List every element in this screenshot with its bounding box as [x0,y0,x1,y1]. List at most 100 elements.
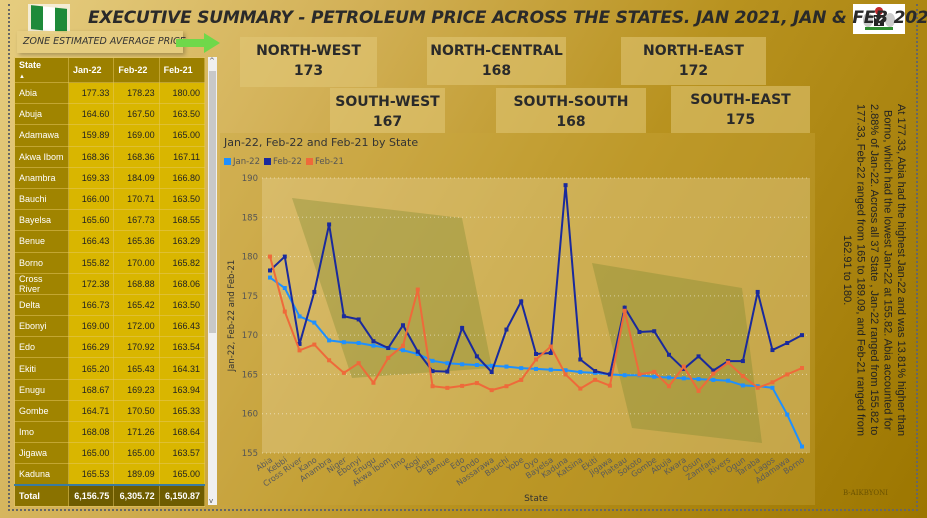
scroll-up-icon[interactable]: ^ [209,57,215,65]
data-point-jan22[interactable] [312,320,317,325]
data-point-feb21[interactable] [637,372,642,377]
data-point-feb22[interactable] [534,352,538,356]
data-point-jan22[interactable] [681,376,686,381]
table-row[interactable]: Jigawa 165.00 165.00 163.57 [14,442,206,465]
column-header-state[interactable]: State ▲ [14,57,69,83]
data-point-jan22[interactable] [800,444,804,449]
data-point-feb22[interactable] [504,327,509,332]
data-point-feb22[interactable] [401,323,405,328]
table-row[interactable]: Benue 166.43 165.36 163.29 [14,230,206,253]
data-point-jan22[interactable] [430,358,435,363]
data-point-feb22[interactable] [785,341,790,345]
data-point-feb22[interactable] [415,349,420,354]
data-point-feb21[interactable] [593,377,598,382]
data-point-jan22[interactable] [297,314,302,319]
data-point-jan22[interactable] [696,377,701,382]
data-point-feb22[interactable] [800,333,804,338]
legend-item-feb21[interactable]: Feb-21 [305,157,344,167]
data-point-jan22[interactable] [548,367,553,372]
table-row[interactable]: Bauchi 166.00 170.71 163.50 [14,187,206,211]
data-point-feb22[interactable] [637,330,642,334]
data-point-feb22[interactable] [519,299,524,304]
data-point-feb22[interactable] [578,357,583,362]
table-row[interactable]: Bayelsa 165.60 167.73 168.55 [14,209,206,232]
data-point-feb21[interactable] [312,342,317,347]
data-point-jan22[interactable] [770,385,775,390]
data-point-jan22[interactable] [445,361,450,366]
data-point-feb21[interactable] [356,361,361,366]
table-row[interactable]: Anambra 169.33 184.09 166.80 [14,166,206,189]
table-row[interactable]: Cross River 172.38 168.88 168.06 [14,272,206,295]
data-point-feb22[interactable] [755,289,760,294]
data-point-feb22[interactable] [297,341,302,346]
data-point-feb22[interactable] [386,346,391,351]
data-point-feb22[interactable] [430,369,435,374]
data-point-feb21[interactable] [622,308,627,313]
data-point-feb21[interactable] [726,360,731,365]
data-point-jan22[interactable] [489,363,494,368]
data-point-jan22[interactable] [356,341,361,345]
table-row[interactable]: Ekiti 165.20 165.43 164.31 [14,357,206,380]
data-point-jan22[interactable] [519,366,524,371]
data-point-jan22[interactable] [785,412,790,417]
data-point-feb22[interactable] [770,348,775,353]
data-point-feb21[interactable] [504,384,509,389]
data-point-jan22[interactable] [534,366,538,371]
data-point-feb22[interactable] [593,369,598,374]
data-point-feb21[interactable] [800,365,804,370]
data-point-feb21[interactable] [534,357,538,362]
data-point-feb22[interactable] [740,359,745,364]
data-point-feb21[interactable] [696,388,701,393]
data-point-jan22[interactable] [371,343,376,348]
data-point-feb22[interactable] [548,350,553,355]
legend-item-jan22[interactable]: Jan-22 [224,157,260,167]
data-point-jan22[interactable] [474,363,479,367]
data-point-feb21[interactable] [563,372,568,377]
table-row[interactable]: Imo 168.08 171.26 168.64 [14,420,206,444]
data-point-feb21[interactable] [327,358,332,363]
data-point-jan22[interactable] [563,368,568,373]
data-point-feb21[interactable] [770,380,775,385]
data-point-feb21[interactable] [755,385,760,390]
table-row[interactable]: Ebonyi 169.00 172.00 166.43 [14,315,206,338]
data-point-feb22[interactable] [327,222,332,227]
data-point-feb21[interactable] [401,343,405,348]
data-point-jan22[interactable] [622,373,627,378]
data-point-feb21[interactable] [386,355,391,360]
data-point-feb22[interactable] [268,268,272,273]
data-point-feb22[interactable] [652,329,657,334]
data-point-feb21[interactable] [519,377,524,382]
data-point-feb22[interactable] [312,289,317,294]
column-header-jan22[interactable]: Jan-22 [67,57,115,83]
data-point-feb22[interactable] [460,325,465,330]
data-point-feb21[interactable] [268,254,272,259]
data-point-jan22[interactable] [415,352,420,356]
table-scrollbar[interactable]: ^ v [208,57,217,505]
data-point-feb22[interactable] [282,254,287,259]
data-point-feb22[interactable] [474,354,479,359]
legend-item-feb22[interactable]: Feb-22 [264,157,302,167]
data-point-feb21[interactable] [489,388,494,393]
data-point-feb21[interactable] [785,372,790,377]
data-point-feb21[interactable] [652,369,657,374]
scrollbar-thumb[interactable] [209,71,216,333]
data-point-feb22[interactable] [371,339,376,344]
data-point-jan22[interactable] [726,378,731,383]
table-row[interactable]: Delta 166.73 165.42 163.50 [14,293,206,317]
data-point-feb22[interactable] [489,370,494,375]
data-point-feb22[interactable] [356,317,361,322]
data-point-jan22[interactable] [578,370,583,375]
data-point-feb22[interactable] [622,305,627,310]
data-point-feb22[interactable] [711,368,716,373]
data-point-feb21[interactable] [282,309,287,314]
data-point-jan22[interactable] [268,275,272,280]
table-row[interactable]: Adamawa 159.89 169.00 165.00 [14,124,206,147]
data-point-feb22[interactable] [607,372,612,377]
data-point-feb21[interactable] [415,287,420,292]
data-point-jan22[interactable] [711,377,716,382]
data-point-feb22[interactable] [667,352,671,357]
table-row[interactable]: Enugu 168.67 169.23 163.94 [14,378,206,401]
table-row[interactable]: Akwa Ibom 168.36 168.36 167.11 [14,145,206,168]
table-row[interactable]: Gombe 164.71 170.50 165.33 [14,399,206,423]
data-point-feb22[interactable] [445,369,450,374]
